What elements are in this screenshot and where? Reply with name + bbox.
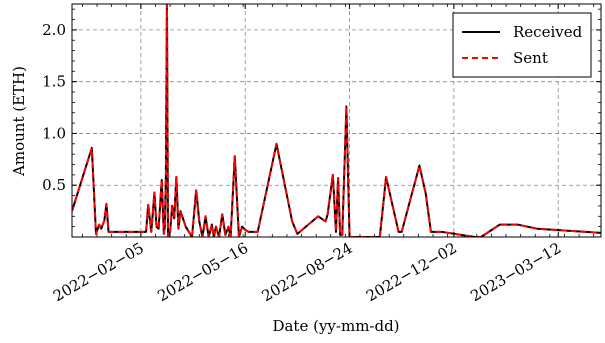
series-lines [72, 4, 601, 237]
y-axis-label: Amount (ETH) [10, 66, 28, 177]
plot-frame [71, 3, 602, 238]
x-axis-label: Date (yy-mm-dd) [272, 317, 399, 335]
y-tick-label: 1.5 [42, 73, 66, 91]
y-tick-label: 1.0 [42, 124, 66, 142]
x-tick-labels: 2022−02−05 2022−05−16 2022−08−24 2022−12−02… [50, 239, 564, 305]
y-tick-labels: 0.5 1.0 1.5 2.0 [42, 21, 66, 194]
series-line-sent [72, 4, 601, 237]
x-tick-label: 2022−08−24 [259, 239, 356, 305]
y-tick-label: 0.5 [42, 176, 66, 194]
legend-box [452, 12, 592, 78]
legend-label-received: Received [513, 23, 583, 41]
x-tick-label: 2022−05−16 [154, 239, 251, 305]
y-tick-label: 2.0 [42, 21, 66, 39]
legend-label-sent: Sent [513, 49, 548, 67]
x-tick-label: 2022−02−05 [50, 239, 147, 305]
x-tick-label: 2022−12−02 [363, 239, 460, 305]
ticks [72, 4, 601, 237]
legend: Received Sent [452, 12, 592, 78]
x-tick-label: 2023−03−12 [467, 239, 564, 305]
